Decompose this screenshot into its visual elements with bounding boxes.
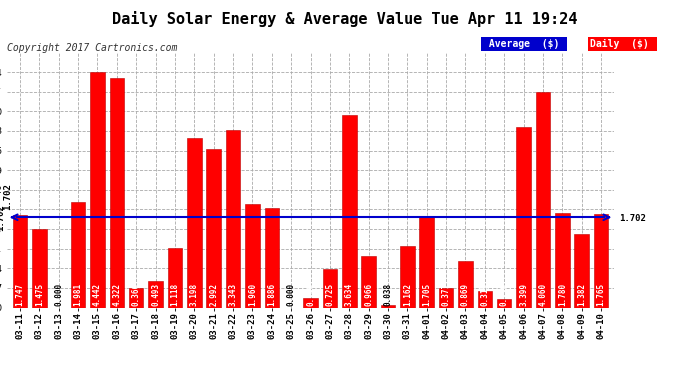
Bar xyxy=(303,298,318,307)
Text: 1.475: 1.475 xyxy=(34,283,44,306)
Text: 1.747: 1.747 xyxy=(15,283,24,306)
Bar xyxy=(187,138,201,308)
Text: 4.442: 4.442 xyxy=(93,283,102,306)
Text: 0.038: 0.038 xyxy=(384,283,393,306)
Bar xyxy=(400,246,415,308)
Bar xyxy=(323,269,337,308)
Text: 0.725: 0.725 xyxy=(326,283,335,306)
Bar xyxy=(90,72,105,308)
Text: 1.705: 1.705 xyxy=(422,283,431,306)
Bar xyxy=(129,288,144,308)
Bar xyxy=(477,291,492,308)
Bar xyxy=(12,215,27,308)
Text: 1.886: 1.886 xyxy=(267,283,276,306)
Text: 1.780: 1.780 xyxy=(558,283,566,306)
Bar xyxy=(439,288,453,308)
Bar xyxy=(420,217,434,308)
Bar xyxy=(555,213,569,308)
Text: 1.162: 1.162 xyxy=(403,283,412,306)
Text: 3.343: 3.343 xyxy=(228,283,237,306)
Bar xyxy=(245,204,259,308)
Text: 0.366: 0.366 xyxy=(132,283,141,306)
Text: 0.493: 0.493 xyxy=(151,283,160,306)
Text: 4.060: 4.060 xyxy=(538,283,547,306)
Text: 1.765: 1.765 xyxy=(597,283,606,306)
Bar xyxy=(362,256,376,307)
Text: 3.198: 3.198 xyxy=(190,283,199,306)
Bar xyxy=(458,261,473,308)
Text: 0.966: 0.966 xyxy=(364,283,373,306)
Text: 0.156: 0.156 xyxy=(500,283,509,306)
Bar xyxy=(226,130,240,308)
Bar xyxy=(574,234,589,308)
Text: 1.981: 1.981 xyxy=(74,283,83,306)
Text: 1.382: 1.382 xyxy=(577,283,586,306)
Text: 1.702: 1.702 xyxy=(0,204,5,231)
Text: Copyright 2017 Cartronics.com: Copyright 2017 Cartronics.com xyxy=(7,43,177,53)
Text: 1.118: 1.118 xyxy=(170,283,179,306)
Text: 1.702: 1.702 xyxy=(3,183,12,210)
Bar xyxy=(381,306,395,308)
Text: Daily Solar Energy & Average Value Tue Apr 11 19:24: Daily Solar Energy & Average Value Tue A… xyxy=(112,11,578,27)
Bar xyxy=(110,78,124,308)
Bar xyxy=(264,207,279,308)
Text: 0.186: 0.186 xyxy=(306,283,315,306)
Text: 3.634: 3.634 xyxy=(345,283,354,306)
Text: Daily  ($): Daily ($) xyxy=(590,39,655,50)
Text: Average  ($): Average ($) xyxy=(483,39,565,50)
Text: 0.315: 0.315 xyxy=(480,283,489,306)
Bar xyxy=(516,127,531,308)
Text: 2.992: 2.992 xyxy=(209,283,218,306)
Bar xyxy=(497,299,511,307)
Text: 3.399: 3.399 xyxy=(519,283,528,306)
Text: 0.377: 0.377 xyxy=(442,283,451,306)
Bar xyxy=(148,281,163,308)
Text: 1.960: 1.960 xyxy=(248,283,257,306)
Text: 0.000: 0.000 xyxy=(286,283,295,306)
Bar xyxy=(168,248,182,308)
Bar xyxy=(594,214,609,308)
Bar xyxy=(206,149,221,308)
Text: 4.322: 4.322 xyxy=(112,283,121,306)
Text: 0.869: 0.869 xyxy=(461,283,470,306)
Bar xyxy=(535,92,550,308)
Bar xyxy=(342,115,357,308)
Bar xyxy=(71,202,86,308)
Bar xyxy=(32,229,47,308)
Text: 0.000: 0.000 xyxy=(55,283,63,306)
